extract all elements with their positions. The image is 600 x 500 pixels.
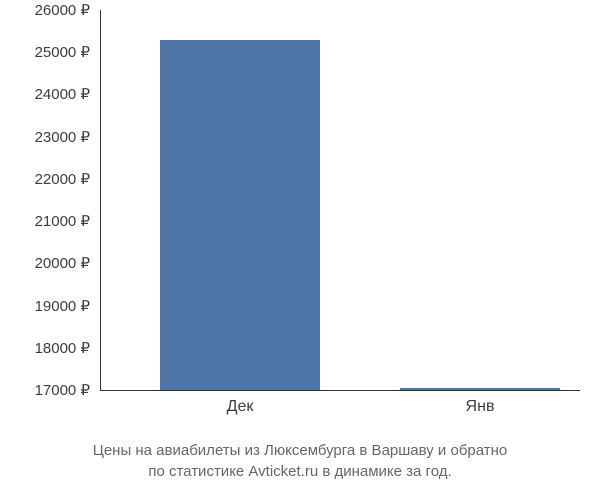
price-chart: 17000 ₽ 18000 ₽ 19000 ₽ 20000 ₽ 21000 ₽ 22000… (0, 0, 600, 500)
y-tick-label: 26000 ₽ (35, 1, 90, 19)
y-tick-label: 22000 ₽ (35, 170, 90, 188)
x-axis: Дек Янв (100, 398, 580, 428)
bar (160, 40, 320, 390)
caption-line-1: Цены на авиабилеты из Люксембурга в Варш… (0, 440, 600, 461)
x-tick-label: Янв (466, 398, 495, 416)
plot-area (100, 10, 580, 390)
x-axis-line (100, 390, 580, 391)
y-tick-label: 25000 ₽ (35, 43, 90, 61)
y-tick-label: 21000 ₽ (35, 212, 90, 230)
y-tick-label: 24000 ₽ (35, 85, 90, 103)
caption-line-2: по статистике Avticket.ru в динамике за … (0, 461, 600, 482)
y-tick-label: 20000 ₽ (35, 254, 90, 272)
x-tick-label: Дек (227, 398, 254, 416)
y-tick-label: 19000 ₽ (35, 297, 90, 315)
chart-caption: Цены на авиабилеты из Люксембурга в Варш… (0, 440, 600, 482)
y-axis: 17000 ₽18000 ₽19000 ₽20000 ₽21000 ₽22000… (0, 10, 95, 390)
y-tick-label: 17000 ₽ (35, 381, 90, 399)
y-tick-label: 23000 ₽ (35, 128, 90, 146)
y-tick-label: 18000 ₽ (35, 339, 90, 357)
